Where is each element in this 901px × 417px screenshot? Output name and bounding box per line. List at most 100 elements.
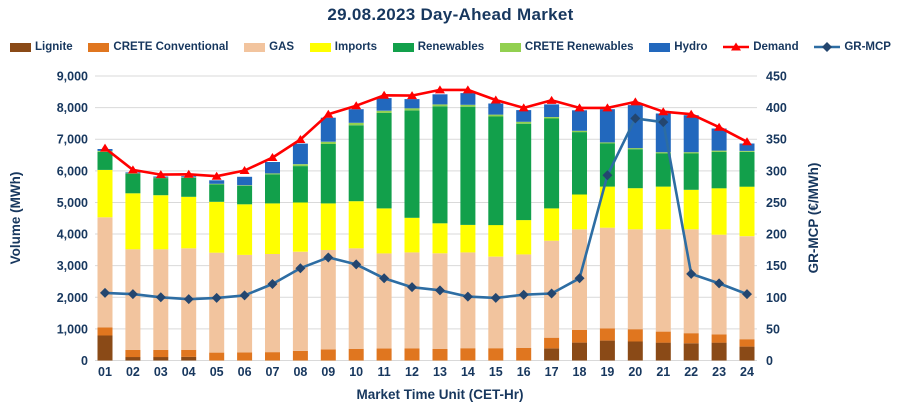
legend-swatch-icon bbox=[499, 42, 521, 52]
bar-segment bbox=[711, 128, 727, 151]
gr-mcp-marker-icon bbox=[546, 288, 557, 299]
legend-label: Imports bbox=[334, 41, 377, 53]
chart-legend: Lignite CRETE Conventional GAS Imports Renew… bbox=[10, 41, 891, 53]
demand-marker-icon bbox=[239, 166, 250, 175]
demand-marker-icon bbox=[630, 97, 641, 106]
demand-marker-icon bbox=[686, 109, 697, 118]
bar-segment bbox=[153, 357, 169, 361]
bar-segment bbox=[627, 148, 643, 150]
svg-text:450: 450 bbox=[766, 70, 787, 84]
svg-text:0: 0 bbox=[81, 354, 88, 368]
bar-segment bbox=[739, 339, 755, 347]
bar-segment bbox=[460, 224, 476, 253]
x-axis-tick-labels: 01 02 03 04 05 06 07 08 09 10 11 12 13 14 15 16 17 18 19 20… bbox=[98, 365, 754, 379]
bar-segment bbox=[97, 335, 113, 361]
legend-item-demand: Demand bbox=[723, 41, 799, 53]
svg-text:21: 21 bbox=[656, 365, 670, 379]
bar-segment bbox=[627, 329, 643, 342]
bar-segment bbox=[627, 188, 643, 230]
gr-mcp-marker-icon bbox=[239, 290, 250, 301]
bar-segment bbox=[711, 342, 727, 361]
demand-marker-icon bbox=[546, 95, 557, 104]
bar-segment bbox=[125, 173, 141, 174]
legend-item-renewables: Renewables bbox=[392, 41, 485, 53]
legend-label: Demand bbox=[753, 41, 799, 53]
demand-marker-icon bbox=[434, 85, 445, 94]
bar-segment bbox=[292, 350, 308, 361]
bar-segment bbox=[125, 193, 141, 250]
legend-item-gas: GAS bbox=[244, 41, 294, 53]
demand-marker-icon bbox=[490, 95, 501, 104]
svg-text:50: 50 bbox=[766, 322, 780, 336]
bar-segment bbox=[153, 178, 169, 196]
demand-marker-icon bbox=[211, 171, 222, 180]
bar-segment bbox=[544, 337, 560, 349]
svg-text:4,000: 4,000 bbox=[57, 228, 88, 242]
gr-mcp-marker-icon bbox=[574, 273, 585, 284]
svg-text:300: 300 bbox=[766, 164, 787, 178]
bar-segment bbox=[181, 356, 197, 361]
svg-text:16: 16 bbox=[517, 365, 531, 379]
demand-marker-icon bbox=[351, 101, 362, 110]
bar-segment bbox=[516, 254, 532, 348]
bar-segment bbox=[544, 118, 560, 209]
bar-segment bbox=[376, 208, 392, 254]
bar-segment bbox=[488, 103, 504, 115]
bar-segment bbox=[627, 229, 643, 330]
demand-marker-icon bbox=[100, 143, 110, 152]
bar-segment bbox=[209, 184, 225, 202]
bar-segment bbox=[292, 202, 308, 252]
gr-mcp-marker-icon bbox=[714, 278, 725, 289]
legend-item-gr-mcp: GR-MCP bbox=[814, 41, 891, 53]
legend-label: GR-MCP bbox=[844, 41, 891, 53]
demand-marker-icon bbox=[518, 103, 529, 112]
bar-segment bbox=[97, 217, 113, 328]
bar-segment bbox=[488, 348, 504, 361]
bar-segment bbox=[209, 183, 225, 185]
bar-segment bbox=[432, 253, 448, 349]
bar-segment bbox=[292, 143, 308, 165]
demand-marker-icon bbox=[323, 109, 334, 118]
bar-segment bbox=[460, 348, 476, 361]
bar-segment bbox=[292, 166, 308, 203]
bar-segment bbox=[683, 152, 699, 154]
svg-text:2,000: 2,000 bbox=[57, 291, 88, 305]
svg-text:5,000: 5,000 bbox=[57, 196, 88, 210]
legend-item-crete-conventional: CRETE Conventional bbox=[88, 41, 228, 53]
bar-segment bbox=[209, 201, 225, 253]
bar-segment bbox=[655, 229, 671, 332]
bar-segment bbox=[488, 225, 504, 257]
bar-segment bbox=[599, 186, 615, 228]
bar-segment bbox=[544, 348, 560, 361]
bar-hour-15 bbox=[488, 103, 504, 361]
svg-text:03: 03 bbox=[154, 365, 168, 379]
bar-segment bbox=[125, 174, 141, 194]
bar-segment bbox=[153, 349, 169, 358]
legend-item-imports: Imports bbox=[309, 41, 377, 53]
demand-marker-icon bbox=[407, 91, 418, 100]
bar-segment bbox=[572, 130, 587, 133]
bar-segment bbox=[125, 249, 141, 350]
svg-text:6,000: 6,000 bbox=[57, 164, 88, 178]
svg-text:04: 04 bbox=[182, 365, 196, 379]
bar-segment bbox=[460, 106, 476, 225]
bar-segment bbox=[348, 201, 364, 249]
bar-segment bbox=[516, 220, 532, 255]
svg-text:3,000: 3,000 bbox=[57, 259, 88, 273]
bar-segment bbox=[320, 250, 336, 350]
bar-segment bbox=[432, 94, 448, 105]
legend-label: Renewables bbox=[417, 41, 485, 53]
svg-text:11: 11 bbox=[377, 365, 390, 379]
bar-segment bbox=[237, 185, 253, 186]
x-axis-title: Market Time Unit (CET-Hr) bbox=[356, 387, 523, 402]
gr-mcp-marker-icon bbox=[518, 289, 529, 300]
legend-swatch-icon bbox=[309, 42, 331, 52]
svg-text:09: 09 bbox=[321, 365, 335, 379]
bar-segment bbox=[348, 248, 364, 349]
bar-segment bbox=[237, 204, 253, 255]
gr-mcp-marker-icon bbox=[100, 287, 110, 298]
bar-segment bbox=[599, 109, 615, 143]
gr-mcp-marker-icon bbox=[295, 263, 306, 274]
bar-segment bbox=[97, 327, 113, 336]
bar-segment bbox=[292, 164, 308, 167]
